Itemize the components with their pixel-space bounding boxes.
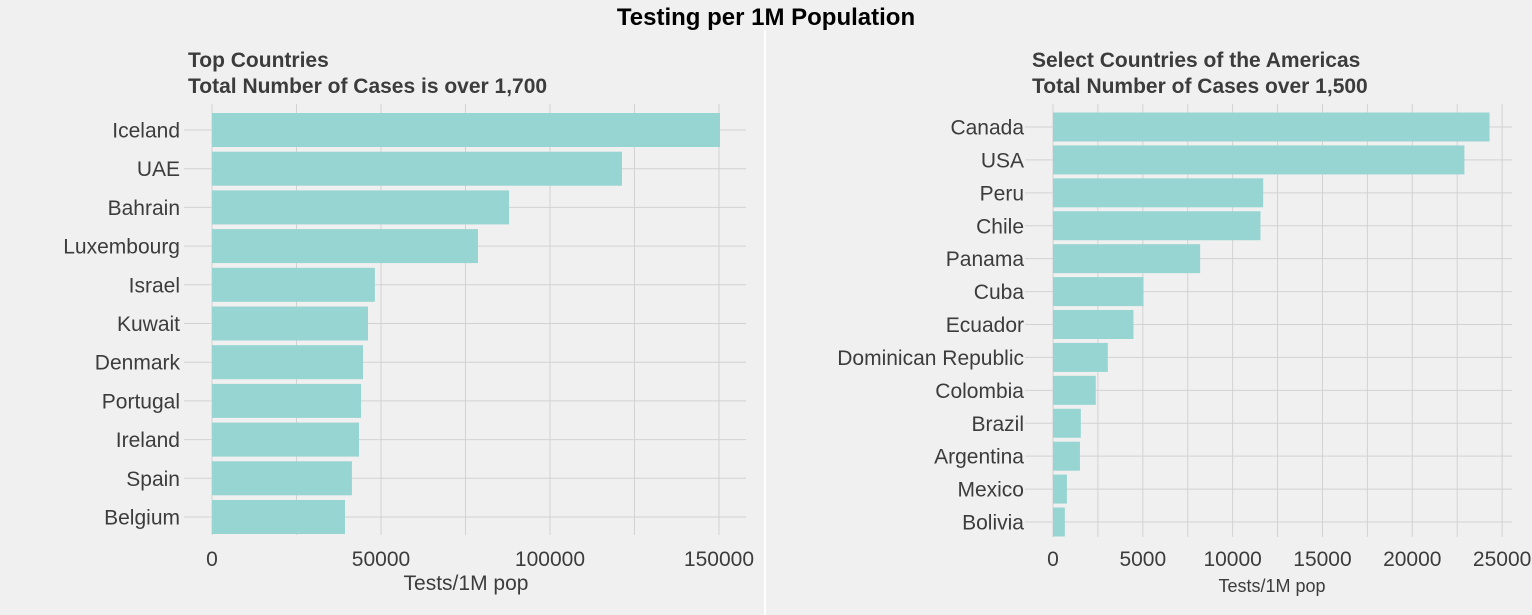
y-tick-label: Cuba [974, 281, 1025, 304]
bar-panama [1053, 244, 1201, 274]
y-tick-label: Israel [129, 274, 180, 297]
bar-argentina [1053, 441, 1080, 471]
y-tick-label: Ecuador [946, 314, 1024, 337]
y-tick-label: Bolivia [962, 512, 1024, 535]
y-tick-label: Brazil [971, 413, 1024, 436]
bar-uae [212, 151, 622, 186]
y-tick-label: Panama [946, 248, 1025, 271]
bar-peru [1053, 178, 1264, 208]
bar-luxembourg [212, 229, 478, 264]
y-tick-label: Argentina [934, 446, 1024, 469]
y-tick-label: Dominican Republic [837, 347, 1024, 370]
panel-top-countries: Top Countries Total Number of Cases is o… [63, 49, 754, 595]
y-tick-label: Luxembourg [63, 236, 180, 259]
x-tick-label: 100000 [515, 548, 585, 571]
chart-subtitle: Total Number of Cases is over 1,700 [188, 75, 547, 98]
bar-kuwait [212, 306, 368, 341]
x-axis-title: Tests/1M pop [404, 572, 529, 595]
y-tick-label: Colombia [935, 380, 1024, 403]
y-tick-label: Iceland [112, 120, 180, 143]
y-tick-label: Ireland [116, 429, 180, 452]
bar-brazil [1053, 408, 1081, 438]
bar-iceland [212, 113, 720, 147]
x-tick-label: 0 [1047, 548, 1059, 571]
bar-ireland [212, 422, 360, 457]
bar-mexico [1053, 474, 1067, 504]
y-tick-label: UAE [137, 158, 180, 181]
y-tick-label: Chile [976, 215, 1024, 238]
chart-title: Top Countries [188, 49, 329, 72]
chart-title: Select Countries of the Americas [1032, 49, 1360, 72]
y-tick-label: Mexico [957, 479, 1024, 502]
bar-spain [212, 461, 352, 496]
x-tick-label: 10000 [1203, 548, 1261, 571]
y-tick-label: Canada [950, 117, 1024, 140]
y-tick-label: Portugal [102, 390, 180, 413]
y-tick-label: Peru [980, 182, 1024, 205]
y-tick-label: Belgium [104, 507, 180, 530]
chart-subtitle: Total Number of Cases over 1,500 [1032, 75, 1368, 98]
x-axis-title: Tests/1M pop [1218, 576, 1325, 596]
bar-cuba [1053, 277, 1144, 307]
x-tick-label: 0 [206, 548, 218, 571]
y-tick-label: USA [981, 149, 1024, 172]
y-tick-label: Kuwait [117, 313, 180, 336]
x-tick-label: 150000 [684, 548, 754, 571]
bar-ecuador [1053, 310, 1134, 339]
bar-chile [1053, 211, 1261, 241]
x-tick-label: 25000 [1473, 548, 1531, 571]
bar-denmark [212, 345, 364, 380]
x-tick-label: 5000 [1119, 548, 1166, 571]
bar-bahrain [212, 190, 510, 225]
bar-belgium [212, 500, 345, 534]
y-tick-label: Bahrain [108, 197, 180, 220]
x-tick-label: 50000 [352, 548, 410, 571]
y-tick-label: Spain [126, 468, 180, 491]
y-tick-label: Denmark [95, 352, 181, 375]
bar-dominican-republic [1053, 342, 1108, 372]
bar-colombia [1053, 375, 1096, 405]
bar-canada [1053, 112, 1490, 142]
bar-usa [1053, 145, 1465, 175]
panel-americas: Select Countries of the Americas Total N… [837, 49, 1531, 596]
x-tick-label: 15000 [1293, 548, 1351, 571]
bar-portugal [212, 383, 362, 418]
x-tick-label: 20000 [1383, 548, 1441, 571]
bar-bolivia [1053, 507, 1065, 537]
figure-title: Testing per 1M Population [617, 4, 915, 31]
bar-israel [212, 267, 375, 302]
